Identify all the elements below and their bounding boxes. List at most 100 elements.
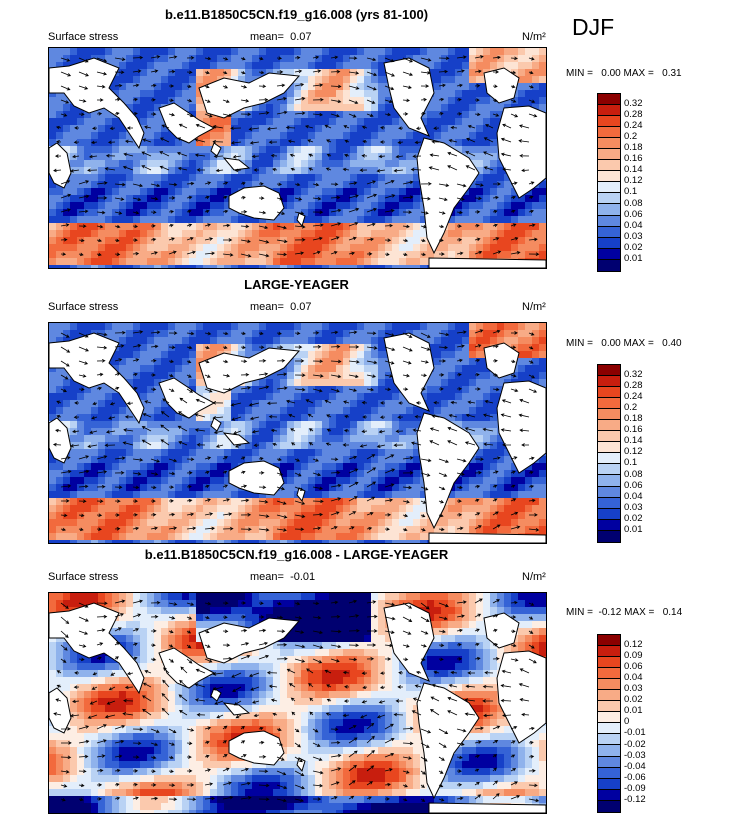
colorbar-swatch [598,409,620,421]
colorbar-swatch [598,420,620,432]
wind-stress-arrows [53,598,540,803]
colorbar-swatch [598,193,620,205]
colorbar-swatch [598,657,620,669]
colorbar-swatch [598,182,620,194]
colorbar-tick-label: 0.03 [624,683,643,695]
panel-2-mean-label: mean= [250,301,284,313]
panel-2-mean: mean= 0.07 [250,301,312,313]
colorbar-tick-label: 0.2 [624,402,638,414]
colorbar-swatch [598,519,620,531]
colorbar-swatch [598,679,620,691]
panel-3-mean-label: mean= [250,571,284,583]
map-canvas [49,593,546,813]
colorbar-tick-label: 0.09 [624,650,643,662]
colorbar-tick-label: -0.03 [624,749,646,761]
map-canvas [49,323,546,543]
panel-2-title: LARGE-YEAGER [244,277,349,292]
panel-3-mean: mean= -0.01 [250,571,315,583]
panel-1-mean: mean= 0.07 [250,31,312,43]
colorbar-tick-label: 0.06 [624,661,643,673]
colorbar-tick-label: -0.01 [624,727,646,739]
colorbar-swatch [598,365,620,377]
colorbar-tick-label: 0.14 [624,164,643,176]
colorbar-tick-label: 0.16 [624,424,643,436]
panel-3-mean-value: -0.01 [290,571,316,583]
colorbar-swatch [598,635,620,647]
colorbar-tick-label: 0.08 [624,468,643,480]
colorbar-swatch [598,800,620,812]
colorbar-tick-label: 0.1 [624,457,638,469]
colorbar-swatch [598,105,620,117]
wind-stress-arrows [52,329,540,532]
colorbar-tick-label: 0.06 [624,479,643,491]
colorbar-swatch [598,127,620,139]
wind-stress-arrows [53,55,540,258]
panel-2-units: N/m² [522,301,546,313]
colorbar-tick-label: -0.06 [624,771,646,783]
colorbar-swatch [598,171,620,183]
colorbar-swatch [598,453,620,465]
colorbar-tick-label: 0.01 [624,705,643,717]
colorbar-swatch [598,376,620,388]
colorbar-tick-label: -0.02 [624,738,646,750]
colorbar-tick-label: 0.14 [624,435,643,447]
colorbar-swatch [598,789,620,801]
stress-field [49,323,546,543]
colorbar-swatch [598,508,620,520]
panel-2-variable: Surface stress [48,301,119,313]
colorbar-swatch [598,745,620,757]
colorbar-swatch [598,712,620,724]
colorbar-swatch [598,259,620,271]
colorbar-swatch [598,690,620,702]
colorbar-tick-label: -0.12 [624,793,646,805]
land-masses [49,602,546,813]
colorbar-swatch [598,497,620,509]
panel-1-title: b.e11.B1850C5CN.f19_g16.008 (yrs 81-100) [164,7,429,22]
panel-1-variable: Surface stress [48,31,119,43]
colorbar-tick-label: 0.08 [624,197,643,209]
colorbar-swatch [598,248,620,260]
colorbar-tick-label: 0.04 [624,219,643,231]
land-masses [49,57,546,268]
colorbar-tick-label: 0.18 [624,413,643,425]
colorbar-swatches [597,364,621,543]
colorbar-tick-label: 0.12 [624,175,643,187]
panel-1-minmax: MIN = 0.00 MAX = 0.31 [566,68,682,79]
colorbar-swatch [598,756,620,768]
panel-3-minmax: MIN = -0.12 MAX = 0.14 [566,607,683,618]
colorbar-swatch [598,475,620,487]
colorbar-tick-label: 0.1 [624,186,638,198]
panel-1-units: N/m² [522,31,546,43]
colorbar-swatch [598,778,620,790]
panel-1-mean-value: 0.07 [290,31,312,43]
colorbar-tick-label: 0.28 [624,109,643,121]
colorbar-tick-label: 0.16 [624,153,643,165]
colorbar-swatch [598,442,620,454]
panel-3-variable: Surface stress [48,571,119,583]
colorbar-swatch [598,387,620,399]
colorbar-tick-label: 0.18 [624,142,643,154]
colorbar-tick-label: 0.02 [624,512,643,524]
colorbar-tick-label: 0.28 [624,380,643,392]
colorbar-tick-label: 0.04 [624,490,643,502]
colorbar-swatch [598,701,620,713]
map-canvas [49,48,546,268]
colorbar-tick-label: 0.24 [624,391,643,403]
colorbar-swatch [598,723,620,735]
colorbar-tick-label: 0.12 [624,639,643,651]
colorbar-swatch [598,149,620,161]
colorbar-swatch [598,767,620,779]
stress-field [49,593,546,813]
colorbar-swatch [598,204,620,216]
colorbar-tick-label: 0.02 [624,241,643,253]
colorbar-tick-label: 0.04 [624,672,643,684]
colorbar-tick-label: 0.24 [624,120,643,132]
colorbar-tick-label: 0.2 [624,131,638,143]
season-label: DJF [572,14,615,40]
colorbar-swatch [598,464,620,476]
colorbar-swatch [598,116,620,128]
colorbar-swatch [598,138,620,150]
colorbar-swatch [598,94,620,106]
colorbar-swatch [598,668,620,680]
panel-1-map [48,47,547,269]
